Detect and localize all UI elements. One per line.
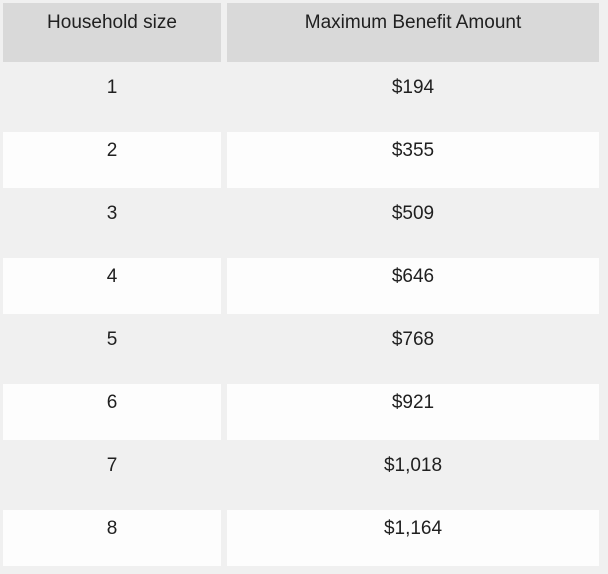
- household-size-cell: 6: [3, 384, 221, 440]
- household-size-cell: 5: [3, 321, 221, 377]
- benefit-amount-cell: $1,164: [227, 510, 599, 566]
- benefit-amount-cell: $768: [227, 321, 599, 377]
- household-size-cell: 7: [3, 447, 221, 503]
- household-size-cell: 3: [3, 195, 221, 251]
- column-header-household-size: Household size: [3, 3, 221, 62]
- household-size-cell: 4: [3, 258, 221, 314]
- household-size-cell: 2: [3, 132, 221, 188]
- benefit-amount-cell: $646: [227, 258, 599, 314]
- benefit-amount-cell: $194: [227, 69, 599, 125]
- column-header-max-benefit-amount: Maximum Benefit Amount: [227, 3, 599, 62]
- benefit-amount-cell: $509: [227, 195, 599, 251]
- household-size-cell: 8: [3, 510, 221, 566]
- benefit-amount-cell: $921: [227, 384, 599, 440]
- benefit-amount-cell: $355: [227, 132, 599, 188]
- benefit-amount-cell: $1,018: [227, 447, 599, 503]
- household-size-cell: 1: [3, 69, 221, 125]
